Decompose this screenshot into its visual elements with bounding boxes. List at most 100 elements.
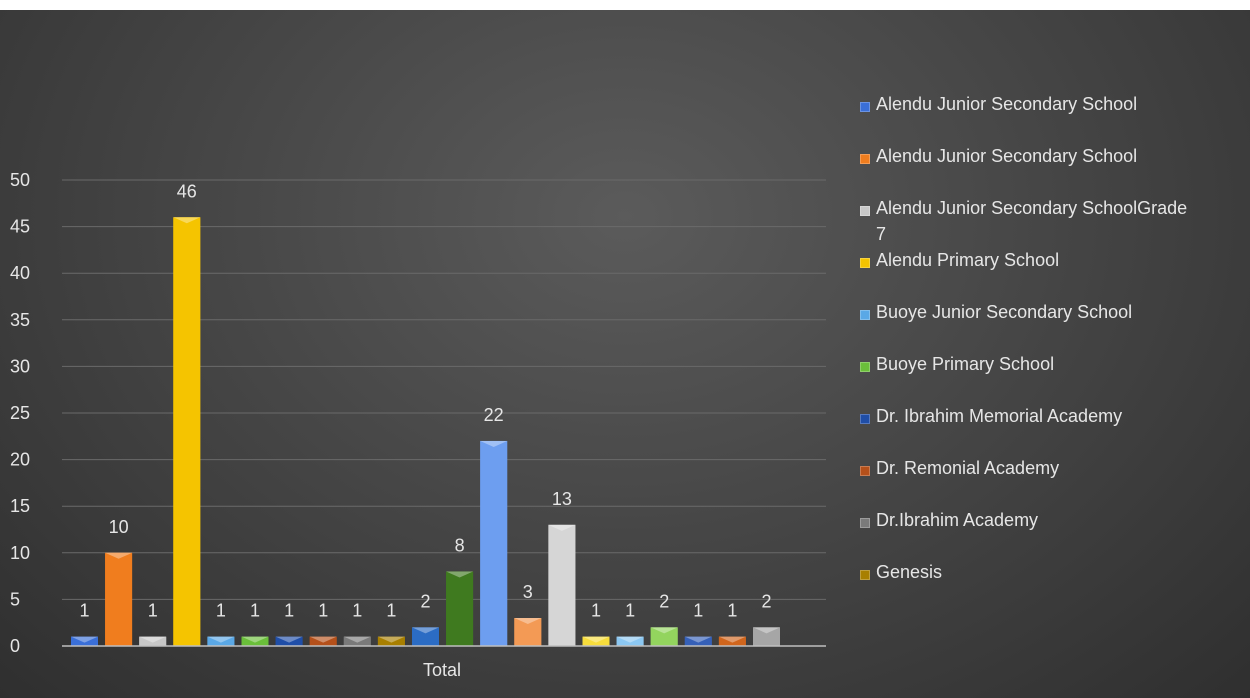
bar-shade bbox=[241, 636, 269, 646]
bar-shade bbox=[684, 636, 712, 646]
y-tick-label: 5 bbox=[10, 589, 20, 609]
data-label: 1 bbox=[79, 601, 89, 621]
y-tick-label: 15 bbox=[10, 496, 30, 516]
bar-shade bbox=[139, 636, 167, 646]
data-label: 1 bbox=[386, 601, 396, 621]
y-tick-label: 20 bbox=[10, 450, 30, 470]
bar-bevel bbox=[582, 636, 610, 643]
data-label: 1 bbox=[216, 601, 226, 621]
bar-shade bbox=[548, 524, 576, 646]
legend-item: Dr. Ibrahim Memorial Academy bbox=[860, 406, 1190, 429]
legend-swatch bbox=[860, 414, 870, 424]
bar-shade bbox=[582, 636, 610, 646]
legend-label: Alendu Primary School bbox=[876, 250, 1060, 270]
data-label: 1 bbox=[284, 601, 294, 621]
x-category-label: Total bbox=[423, 660, 461, 680]
y-axis-ticks: 0 5 10 15 20 25 30 35 40 45 50 bbox=[10, 170, 30, 656]
legend-label: Genesis bbox=[876, 562, 943, 582]
legend-label: Dr.Ibrahim Academy bbox=[876, 510, 1039, 530]
data-label: 2 bbox=[761, 591, 771, 611]
data-label: 8 bbox=[455, 535, 465, 555]
data-label: 1 bbox=[727, 601, 737, 621]
bar-bevel bbox=[548, 524, 576, 531]
data-label: 1 bbox=[591, 601, 601, 621]
legend-swatch bbox=[860, 206, 870, 216]
data-label: 3 bbox=[523, 582, 533, 602]
data-label: 1 bbox=[148, 601, 158, 621]
data-label: 1 bbox=[250, 601, 260, 621]
bar-bevel bbox=[514, 618, 542, 625]
legend-swatch bbox=[860, 518, 870, 528]
data-label: 46 bbox=[177, 181, 197, 201]
bar-bevel bbox=[173, 217, 201, 224]
y-tick-label: 50 bbox=[10, 170, 30, 190]
data-label: 1 bbox=[693, 601, 703, 621]
legend-swatch bbox=[860, 362, 870, 372]
bar-shade bbox=[412, 627, 439, 646]
bar-bevel bbox=[616, 636, 644, 643]
bar-bevel bbox=[241, 636, 269, 643]
data-label: 1 bbox=[352, 601, 362, 621]
bars bbox=[71, 217, 780, 646]
y-tick-label: 10 bbox=[10, 543, 30, 563]
bar-shade bbox=[446, 571, 474, 646]
y-tick-label: 35 bbox=[10, 310, 30, 330]
data-label: 2 bbox=[420, 591, 430, 611]
y-tick-label: 25 bbox=[10, 403, 30, 423]
bar-shade bbox=[173, 217, 201, 646]
legend-label: Dr. Ibrahim Memorial Academy bbox=[876, 406, 1123, 426]
bar-bevel bbox=[480, 440, 508, 447]
bar-shade bbox=[616, 636, 644, 646]
bar-bevel bbox=[343, 636, 371, 643]
legend-swatch bbox=[860, 466, 870, 476]
legend-item: Alendu Primary School bbox=[860, 250, 1190, 273]
legend-swatch bbox=[860, 102, 870, 112]
bar-bevel bbox=[446, 571, 474, 578]
y-tick-label: 45 bbox=[10, 217, 30, 237]
bar-bevel bbox=[412, 627, 439, 634]
legend-label: Alendu Junior Secondary School bbox=[876, 94, 1138, 114]
bar-bevel bbox=[684, 636, 712, 643]
data-label: 1 bbox=[318, 601, 328, 621]
bar-bevel bbox=[650, 627, 678, 634]
bar-bevel bbox=[718, 636, 746, 643]
bar-bevel bbox=[275, 636, 303, 643]
legend-item: Buoye Junior Secondary School bbox=[860, 302, 1190, 325]
bar-bevel bbox=[139, 636, 167, 643]
legend-label: Alendu Junior Secondary School bbox=[876, 146, 1138, 166]
bar-bevel bbox=[753, 627, 780, 634]
bar-shade bbox=[105, 552, 133, 646]
y-tick-label: 0 bbox=[10, 636, 20, 656]
bar-shade bbox=[343, 636, 371, 646]
bar-bevel bbox=[71, 636, 98, 643]
legend-swatch bbox=[860, 258, 870, 268]
legend-item: Dr.Ibrahim Academy bbox=[860, 510, 1190, 533]
bar-shade bbox=[753, 627, 780, 646]
legend-swatch bbox=[860, 570, 870, 580]
bar-shade bbox=[650, 627, 678, 646]
legend-item: Alendu Junior Secondary SchoolGrade 7 bbox=[860, 198, 1190, 247]
bar-shade bbox=[309, 636, 337, 646]
legend-item: Alendu Junior Secondary School bbox=[860, 146, 1190, 169]
legend-item: Buoye Primary School bbox=[860, 354, 1190, 377]
bar-bevel bbox=[105, 552, 133, 559]
y-tick-label: 40 bbox=[10, 263, 30, 283]
legend-swatch bbox=[860, 310, 870, 320]
bar-bevel bbox=[207, 636, 235, 643]
data-label: 13 bbox=[552, 489, 572, 509]
legend-item: Alendu Junior Secondary School bbox=[860, 94, 1190, 117]
data-label: 1 bbox=[625, 601, 635, 621]
bar-shade bbox=[480, 440, 508, 646]
bar-shade bbox=[71, 636, 98, 646]
legend-label: Buoye Primary School bbox=[876, 354, 1055, 374]
bar-shade bbox=[377, 636, 405, 646]
legend-swatch bbox=[860, 154, 870, 164]
legend-label: Buoye Junior Secondary School bbox=[876, 302, 1133, 322]
legend-item: Genesis bbox=[860, 562, 1190, 585]
bar-bevel bbox=[309, 636, 337, 643]
data-labels: 1 10 1 46 1 1 1 1 1 1 2 8 22 3 13 1 1 2 1 1 2 bbox=[79, 181, 771, 620]
data-label: 2 bbox=[659, 591, 669, 611]
data-label: 10 bbox=[109, 517, 129, 537]
bar-shade bbox=[207, 636, 235, 646]
